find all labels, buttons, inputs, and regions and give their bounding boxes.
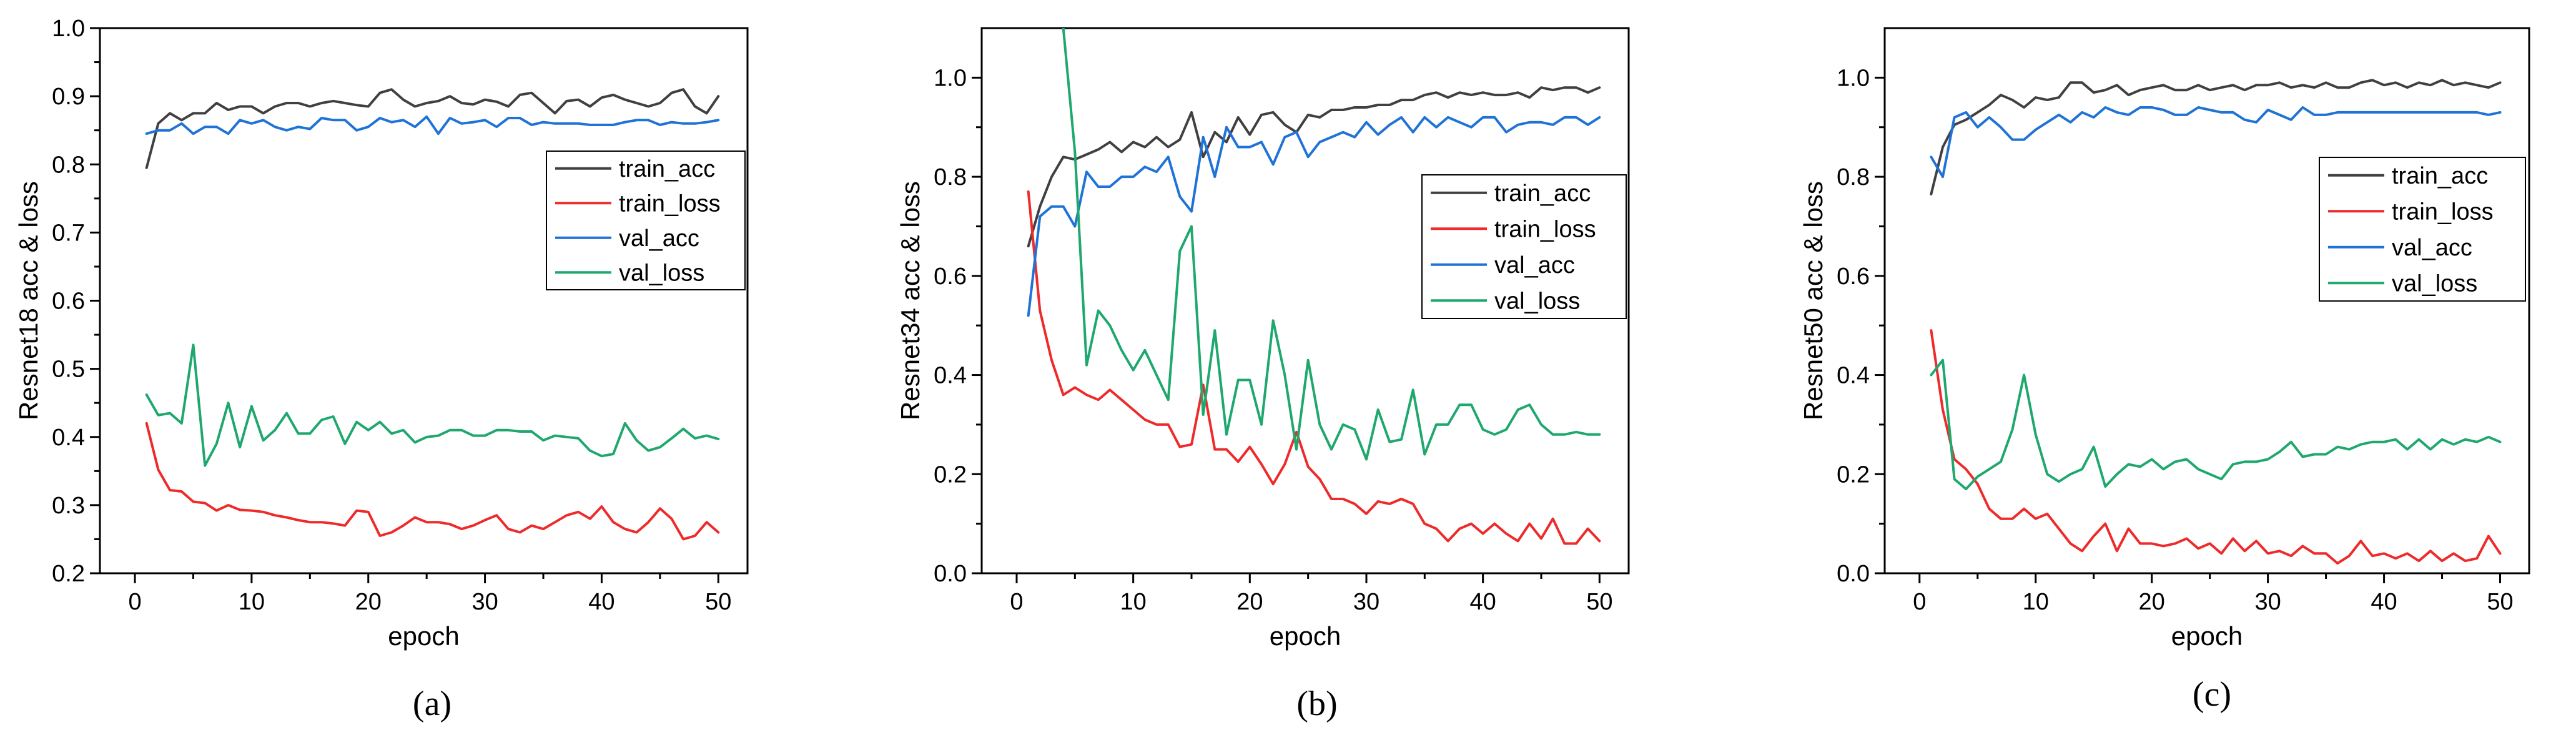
series-lines xyxy=(1930,79,2502,565)
y-tick-label: 0.9 xyxy=(52,84,85,110)
x-axis-title: epoch xyxy=(1270,621,1341,651)
y-tick-label: 0.4 xyxy=(1837,363,1870,389)
y-tick-label: 0.2 xyxy=(52,561,85,587)
x-tick-label: 30 xyxy=(471,589,498,615)
series-line-val-loss xyxy=(1930,358,2502,491)
x-tick-label: 20 xyxy=(2139,589,2165,615)
y-tick-label: 0.7 xyxy=(52,220,85,246)
legend-box xyxy=(1421,174,1627,319)
y-tick-label: 0.0 xyxy=(1837,561,1870,587)
legend-label: train_loss xyxy=(619,190,721,217)
legend-label: val_acc xyxy=(1494,252,1575,279)
legend-label: val_loss xyxy=(1494,288,1580,314)
y-tick-label: 0.8 xyxy=(934,164,967,190)
y-tick-label: 0.4 xyxy=(934,363,967,389)
x-tick-label: 0 xyxy=(128,589,141,615)
plot-frame xyxy=(1883,27,2530,575)
series-line-train-acc xyxy=(1027,86,1601,248)
legend-label: val_acc xyxy=(619,225,699,252)
y-tick-label: 0.8 xyxy=(52,152,85,178)
x-tick-label: 40 xyxy=(1470,589,1496,615)
series-line-train-acc xyxy=(1930,79,2502,195)
y-tick-label: 0.0 xyxy=(934,561,967,587)
chart-panel-c: 0 10 20 30 40 50 0.0 0.2 0.4 0.6 0.8 1.0 epoch Resnet… xyxy=(1799,27,2530,714)
x-tick-label: 30 xyxy=(1353,589,1379,615)
y-tick-label: 1.0 xyxy=(934,65,967,91)
y-tick-label: 0.6 xyxy=(52,289,85,315)
x-tick-label: 20 xyxy=(355,589,382,615)
series-line-train-loss xyxy=(1930,329,2502,565)
series-line-val-acc xyxy=(145,115,720,136)
x-tick-label: 50 xyxy=(1586,589,1612,615)
y-tick-label: 0.5 xyxy=(52,357,85,383)
legend-label: val_loss xyxy=(619,260,704,286)
series-lines xyxy=(1027,28,1601,545)
x-tick-label: 30 xyxy=(2254,589,2281,615)
x-tick-label: 10 xyxy=(239,589,265,615)
legend-label: train_loss xyxy=(2392,199,2494,225)
x-axis-title: epoch xyxy=(388,621,459,651)
legend-label: train_loss xyxy=(1494,216,1596,242)
x-tick-label: 40 xyxy=(588,589,614,615)
chart-panel-a: 0 10 20 30 40 50 0.2 0.3 0.4 0.5 0.6 0.7 0.8 0.9 1.0 ep… xyxy=(14,16,749,723)
x-tick-label: 20 xyxy=(1236,589,1263,615)
legend-label: train_acc xyxy=(1494,180,1591,207)
y-tick-label: 1.0 xyxy=(1837,65,1870,91)
legend-label: val_acc xyxy=(2392,235,2472,261)
legend-label: train_acc xyxy=(619,156,715,182)
panel-caption: (b) xyxy=(1296,684,1337,723)
series-line-train-acc xyxy=(145,88,720,169)
series-line-val-loss xyxy=(1062,28,1601,461)
legend-label: train_acc xyxy=(2392,163,2488,189)
x-tick-label: 0 xyxy=(1913,589,1926,615)
y-tick-label: 0.3 xyxy=(52,493,85,519)
plot-frame xyxy=(99,27,749,575)
legend-box xyxy=(2319,157,2526,302)
y-tick-label: 0.2 xyxy=(934,461,967,488)
y-tick-label: 0.8 xyxy=(1837,164,1870,190)
panel-caption: (c) xyxy=(2193,675,2231,714)
series-line-train-loss xyxy=(1027,190,1601,545)
x-tick-label: 50 xyxy=(2487,589,2513,615)
x-tick-label: 0 xyxy=(1010,589,1023,615)
series-line-val-loss xyxy=(145,343,720,467)
panel-caption: (a) xyxy=(413,684,452,723)
y-tick-label: 0.6 xyxy=(934,264,967,290)
y-tick-label: 0.4 xyxy=(52,425,85,451)
y-axis-title: Resnet50 acc & loss xyxy=(1799,181,1828,420)
y-tick-label: 0.2 xyxy=(1837,461,1870,488)
x-tick-label: 10 xyxy=(2023,589,2049,615)
legend-label: val_loss xyxy=(2392,270,2477,297)
legend-box xyxy=(546,150,746,290)
y-tick-label: 0.6 xyxy=(1837,264,1870,290)
series-line-val-acc xyxy=(1930,106,2502,179)
x-tick-label: 40 xyxy=(2371,589,2397,615)
plot-frame xyxy=(980,27,1630,575)
x-tick-label: 10 xyxy=(1120,589,1147,615)
series-line-val-acc xyxy=(1027,116,1601,317)
series-line-train-loss xyxy=(145,422,720,541)
y-tick-label: 1.0 xyxy=(52,16,85,42)
series-lines xyxy=(145,88,720,541)
x-tick-label: 50 xyxy=(705,589,731,615)
chart-panel-b: 0 10 20 30 40 50 0.0 0.2 0.4 0.6 0.8 1.0 epoch Resnet… xyxy=(896,27,1630,723)
y-axis-title: Resnet34 acc & loss xyxy=(896,181,925,420)
x-axis-title: epoch xyxy=(2171,621,2243,651)
y-axis-title: Resnet18 acc & loss xyxy=(14,181,43,420)
